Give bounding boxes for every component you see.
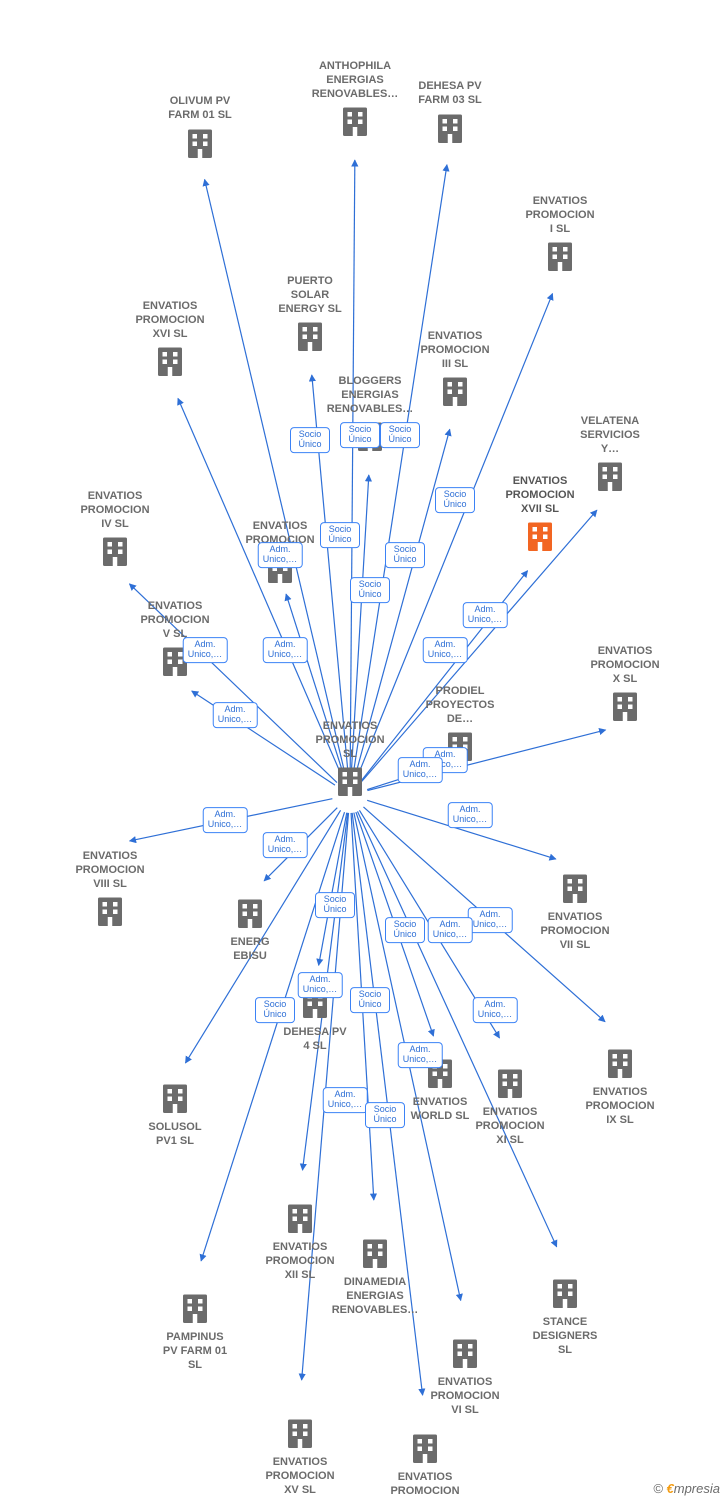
edge-line: [286, 594, 344, 778]
edge-line: [303, 813, 348, 1170]
edge-line: [353, 165, 447, 777]
edge-line: [359, 810, 499, 1038]
edge-line: [367, 800, 556, 859]
edge-line: [367, 766, 441, 789]
edge-line: [354, 813, 461, 1301]
edge-line: [130, 799, 333, 841]
network-canvas: [0, 0, 728, 1500]
edge-line: [367, 730, 605, 791]
copyright-symbol: ©: [653, 1481, 663, 1496]
edge-line: [302, 813, 349, 1380]
edge-line: [357, 294, 553, 779]
edge-line: [129, 584, 337, 783]
edge-line: [350, 160, 355, 777]
edge-line: [352, 813, 422, 1395]
edge-line: [205, 179, 346, 777]
edge-line: [185, 810, 340, 1063]
copyright-footer: © €mpresia: [653, 1481, 720, 1496]
brand-initial: €: [667, 1481, 674, 1496]
edge-line: [363, 807, 605, 1022]
edge-line: [192, 691, 335, 785]
edge-line: [351, 813, 374, 1200]
edge-line: [357, 811, 556, 1246]
edge-line: [178, 398, 343, 778]
brand-rest: mpresia: [674, 1481, 720, 1496]
edge-line: [361, 571, 527, 781]
edge-line: [356, 812, 434, 1036]
edge-line: [312, 375, 349, 777]
edge-line: [201, 812, 344, 1261]
